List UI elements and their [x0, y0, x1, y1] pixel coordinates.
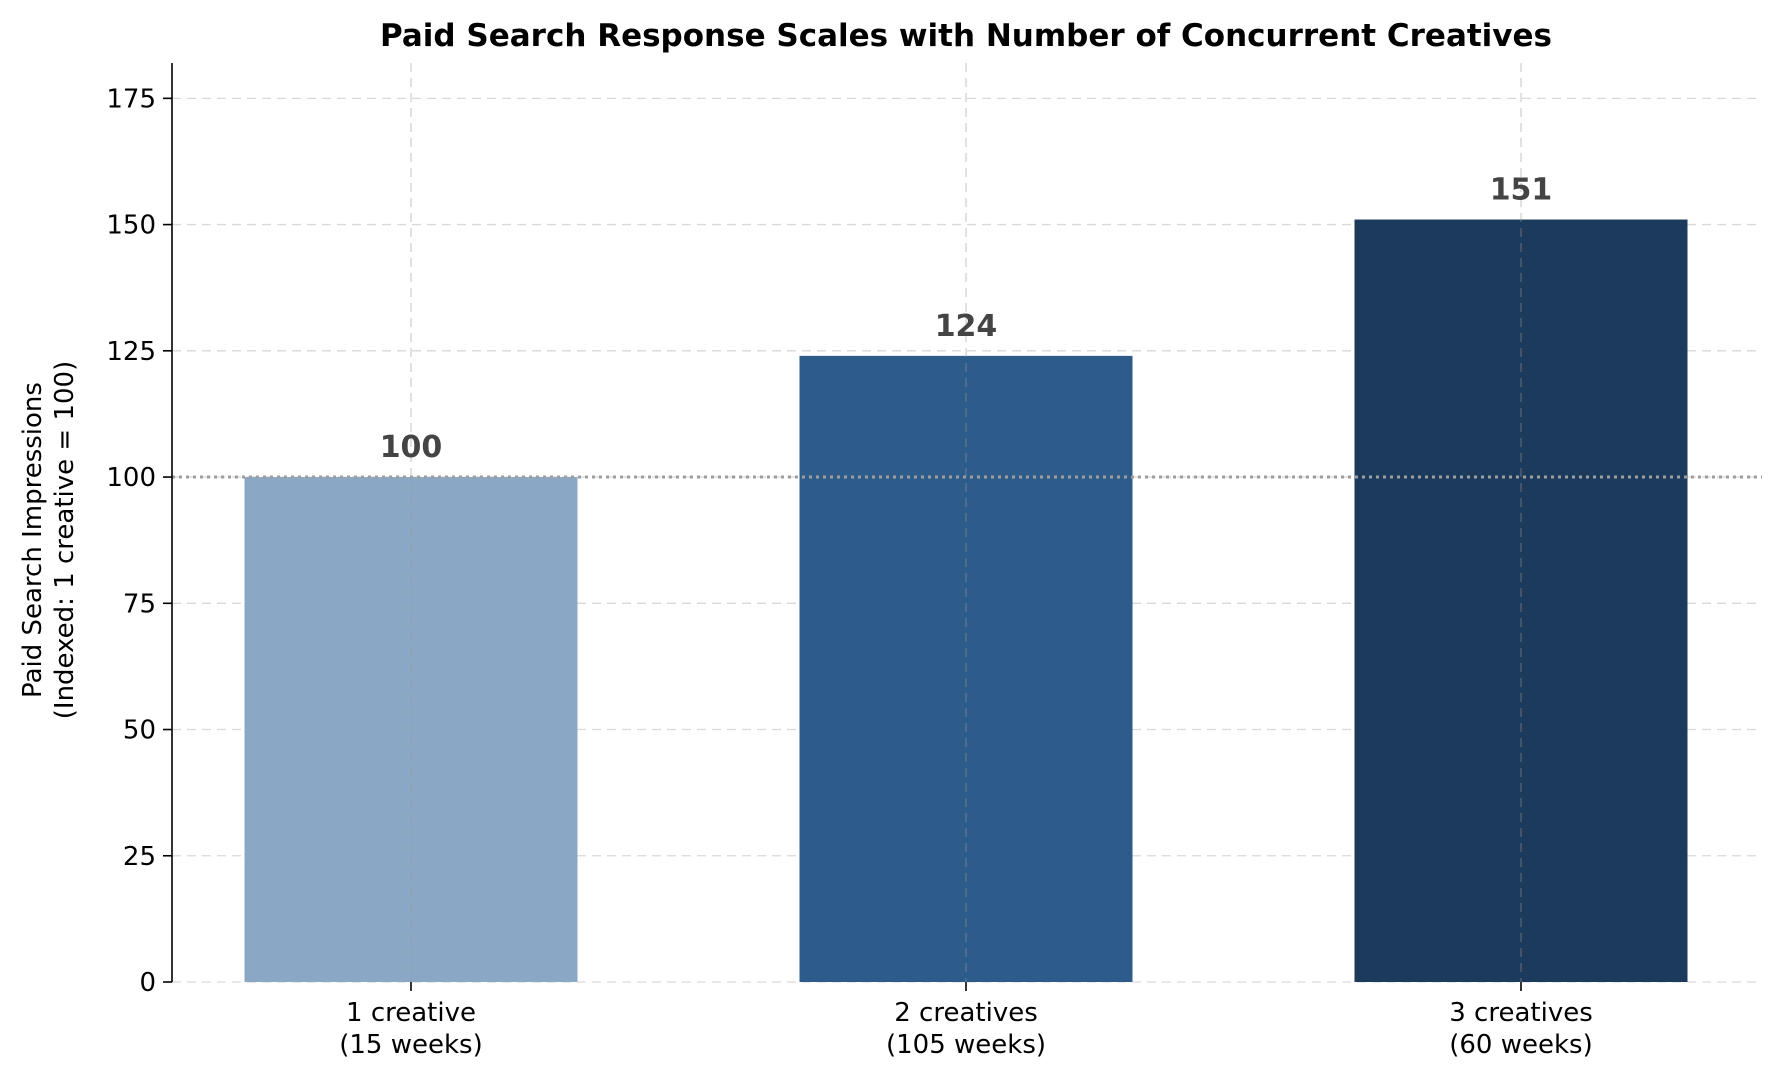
y-tick-label: 100 — [106, 463, 156, 493]
bar — [244, 477, 578, 982]
x-tick-label: 2 creatives — [894, 998, 1038, 1028]
x-tick-label: (15 weeks) — [339, 1030, 483, 1060]
x-tick-label: (105 weeks) — [886, 1030, 1046, 1060]
y-tick-label: 50 — [123, 716, 156, 746]
data-label: 151 — [1490, 173, 1553, 208]
x-tick-label: 3 creatives — [1449, 998, 1593, 1028]
y-tick-label: 25 — [123, 842, 156, 872]
y-axis-label: Paid Search Impressions (Indexed: 1 crea… — [18, 361, 80, 719]
y-axis-label-line-2: (Indexed: 1 creative = 100) — [50, 361, 80, 719]
y-tick-label: 175 — [106, 84, 156, 114]
data-label: 100 — [380, 430, 443, 465]
y-tick-label: 75 — [123, 589, 156, 619]
bar — [799, 355, 1133, 982]
x-tick-label: (60 weeks) — [1449, 1030, 1593, 1060]
y-tick-label: 125 — [106, 337, 156, 367]
y-tick-label: 0 — [139, 968, 156, 998]
bar — [1354, 219, 1688, 983]
x-tick-label: 1 creative — [346, 998, 476, 1028]
y-tick-label: 150 — [106, 211, 156, 241]
data-label: 124 — [935, 309, 998, 344]
chart-title: Paid Search Response Scales with Number … — [380, 18, 1552, 54]
y-axis-label-line-1: Paid Search Impressions — [18, 382, 48, 698]
